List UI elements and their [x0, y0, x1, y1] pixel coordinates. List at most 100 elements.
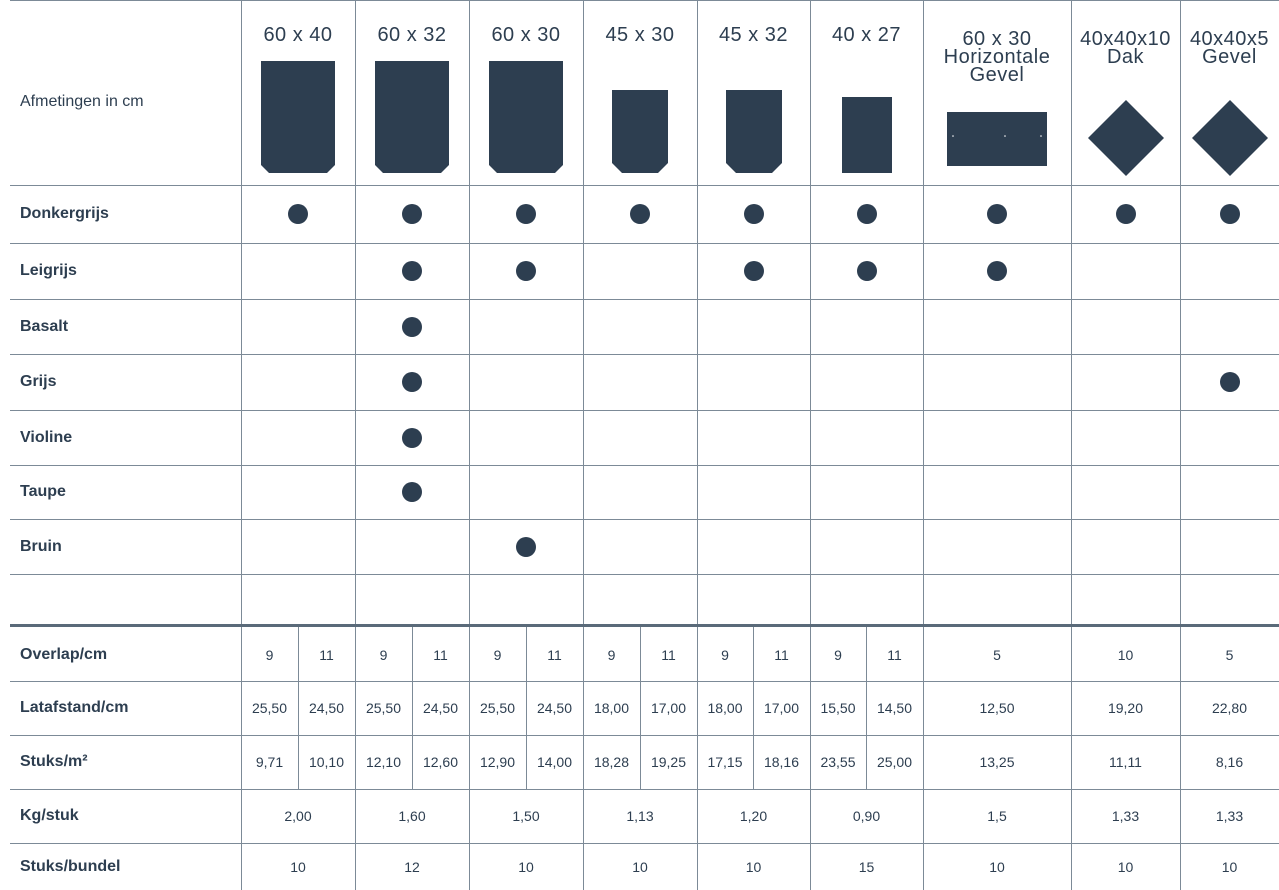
row-divider	[10, 519, 1279, 520]
spec-value: 25,50	[251, 700, 288, 716]
row-divider	[10, 681, 1279, 682]
tile-rectangle-icon	[841, 97, 892, 173]
column-header-line: 60 x 30	[491, 24, 561, 46]
availability-dot	[630, 204, 650, 224]
tile-shape	[841, 97, 892, 173]
availability-dot	[1219, 204, 1240, 224]
spec-value: 9	[379, 647, 388, 663]
spec-value: 11	[433, 647, 448, 663]
tile-diamond-icon	[1191, 100, 1268, 176]
spec-value: 8,16	[1215, 754, 1244, 770]
color-row-label: Basalt	[20, 317, 69, 335]
spec-value: 19,20	[1107, 700, 1144, 716]
spec-value: 18,16	[763, 754, 800, 770]
column-header-line: 60 x 32	[377, 24, 447, 46]
spec-value: 5	[993, 647, 1001, 663]
subcolumn-divider	[298, 627, 299, 789]
tile-short-bevel-icon	[725, 90, 782, 173]
spec-value: 10	[632, 858, 648, 875]
column-divider	[810, 0, 811, 890]
spec-value: 14,00	[536, 754, 573, 770]
spec-value: 11,11	[1109, 754, 1142, 770]
spec-value: 5	[1225, 647, 1234, 663]
row-divider	[10, 789, 1279, 790]
header-label: Afmetingen in cm	[20, 93, 144, 110]
column-header-4: 45 x 30	[583, 25, 697, 45]
spec-value: 9,71	[255, 754, 284, 770]
spec-value: 1,33	[1215, 808, 1244, 824]
nail-hole-mark	[952, 135, 954, 137]
tile-shape	[612, 90, 668, 173]
availability-dot	[402, 372, 422, 392]
row-divider	[10, 299, 1279, 300]
spec-value: 10,10	[308, 754, 345, 770]
spec-value: 1,50	[512, 808, 540, 824]
spec-value: 11	[661, 647, 676, 663]
spec-value: 17,15	[707, 754, 743, 770]
tile-diamond-icon	[1087, 100, 1164, 176]
spec-value: 9	[265, 647, 274, 663]
row-divider	[10, 185, 1279, 186]
spec-value: 1,13	[626, 808, 654, 824]
availability-dot	[1115, 204, 1136, 224]
spec-row-label: Overlap/cm	[20, 646, 108, 663]
spec-value: 11	[319, 647, 334, 663]
spec-row-label: Stuks/m²	[20, 753, 88, 770]
availability-dot	[402, 261, 422, 281]
spec-value: 14,50	[876, 700, 913, 716]
column-header-5: 45 x 32	[697, 25, 810, 45]
tile-tall-bevel-icon	[375, 61, 449, 173]
column-header-9: 40x40x5 Gevel	[1180, 29, 1279, 68]
spec-row-label: Stuks/bundel	[20, 857, 121, 875]
tile-shape	[375, 61, 449, 173]
availability-dot	[402, 316, 422, 337]
row-divider	[10, 410, 1279, 411]
column-header-line: Horizontale	[943, 46, 1051, 68]
spec-value: 10	[745, 858, 762, 875]
nail-hole-mark	[1004, 135, 1006, 137]
column-header-1: 60 x 40	[241, 24, 355, 46]
spec-value: 9	[607, 647, 616, 663]
subcolumn-divider	[866, 627, 867, 789]
column-header-line: 60 x 30	[962, 28, 1032, 50]
tile-shape	[725, 90, 782, 173]
row-divider	[10, 465, 1279, 466]
spec-value: 12,60	[422, 754, 459, 770]
tile-tall-bevel-icon	[261, 61, 335, 173]
spec-value: 12,90	[479, 754, 516, 770]
subcolumn-divider	[526, 627, 527, 789]
column-header-line: 40x40x10	[1080, 28, 1171, 50]
spec-value: 25,50	[365, 700, 402, 716]
spec-row-label: Latafstand/cm	[20, 699, 129, 716]
column-header-2: 60 x 32	[355, 24, 469, 46]
spec-value: 23,55	[820, 754, 856, 770]
spec-value: 13,25	[979, 754, 1015, 770]
spec-value: 15	[858, 858, 875, 875]
column-header-line: 40 x 27	[831, 24, 902, 46]
column-divider	[697, 0, 698, 890]
spec-value: 12,50	[979, 700, 1015, 716]
column-header-line: Gevel	[1202, 46, 1257, 68]
spec-value: 9	[493, 647, 502, 663]
column-divider	[1180, 0, 1181, 890]
color-row-label: Grijs	[20, 373, 57, 390]
spec-value: 10	[290, 858, 306, 875]
availability-dot	[288, 204, 308, 224]
column-header-8: 40x40x10 Dak	[1071, 28, 1180, 68]
column-header-line: Dak	[1106, 46, 1145, 68]
availability-dot	[516, 261, 536, 281]
availability-dot	[743, 261, 764, 281]
color-row-label: Violine	[20, 428, 73, 446]
tile-short-bevel-icon	[612, 90, 668, 173]
spec-value: 15,50	[820, 700, 856, 716]
availability-dot	[743, 204, 764, 224]
tile-shape	[1191, 100, 1268, 176]
spec-value: 0,90	[852, 808, 881, 824]
column-header-line: 60 x 40	[263, 24, 333, 46]
subcolumn-divider	[412, 627, 413, 789]
spec-value: 25,50	[479, 700, 516, 716]
spec-value: 22,80	[1211, 700, 1248, 716]
row-divider	[10, 735, 1279, 736]
spec-value: 11	[887, 647, 902, 663]
